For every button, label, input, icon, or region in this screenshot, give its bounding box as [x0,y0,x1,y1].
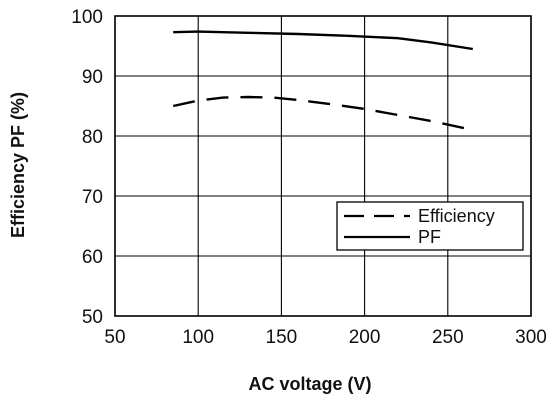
plot-frame [114,15,532,317]
y-tick-label: 50 [82,307,103,328]
legend: Efficiency PF [336,201,524,251]
y-axis-label: Efficiency PF (%) [8,92,28,238]
x-axis-label: AC voltage (V) [248,374,371,394]
y-tick-label: 80 [82,127,103,148]
x-tick-label: 300 [515,327,547,348]
y-tick-label: 100 [71,7,103,28]
y-tick-label: 60 [82,247,103,268]
x-tick-label: 200 [349,327,381,348]
grid [114,15,532,317]
y-tick-label: 70 [82,187,103,208]
legend-box [336,201,524,251]
series-pf-line [173,30,473,51]
y-tick-label: 90 [82,67,103,88]
x-tick-label: 100 [182,327,214,348]
legend-pf-label: PF [418,227,441,247]
x-axis-ticks: 50 100 150 200 250 300 [104,327,546,348]
y-axis-ticks: 50 60 70 80 90 100 [71,7,103,328]
series-lines [172,30,474,132]
legend-efficiency-label: Efficiency [418,206,495,226]
x-tick-label: 250 [432,327,464,348]
series-efficiency-line [172,95,474,132]
x-tick-label: 150 [266,327,298,348]
x-tick-label: 50 [104,327,125,348]
